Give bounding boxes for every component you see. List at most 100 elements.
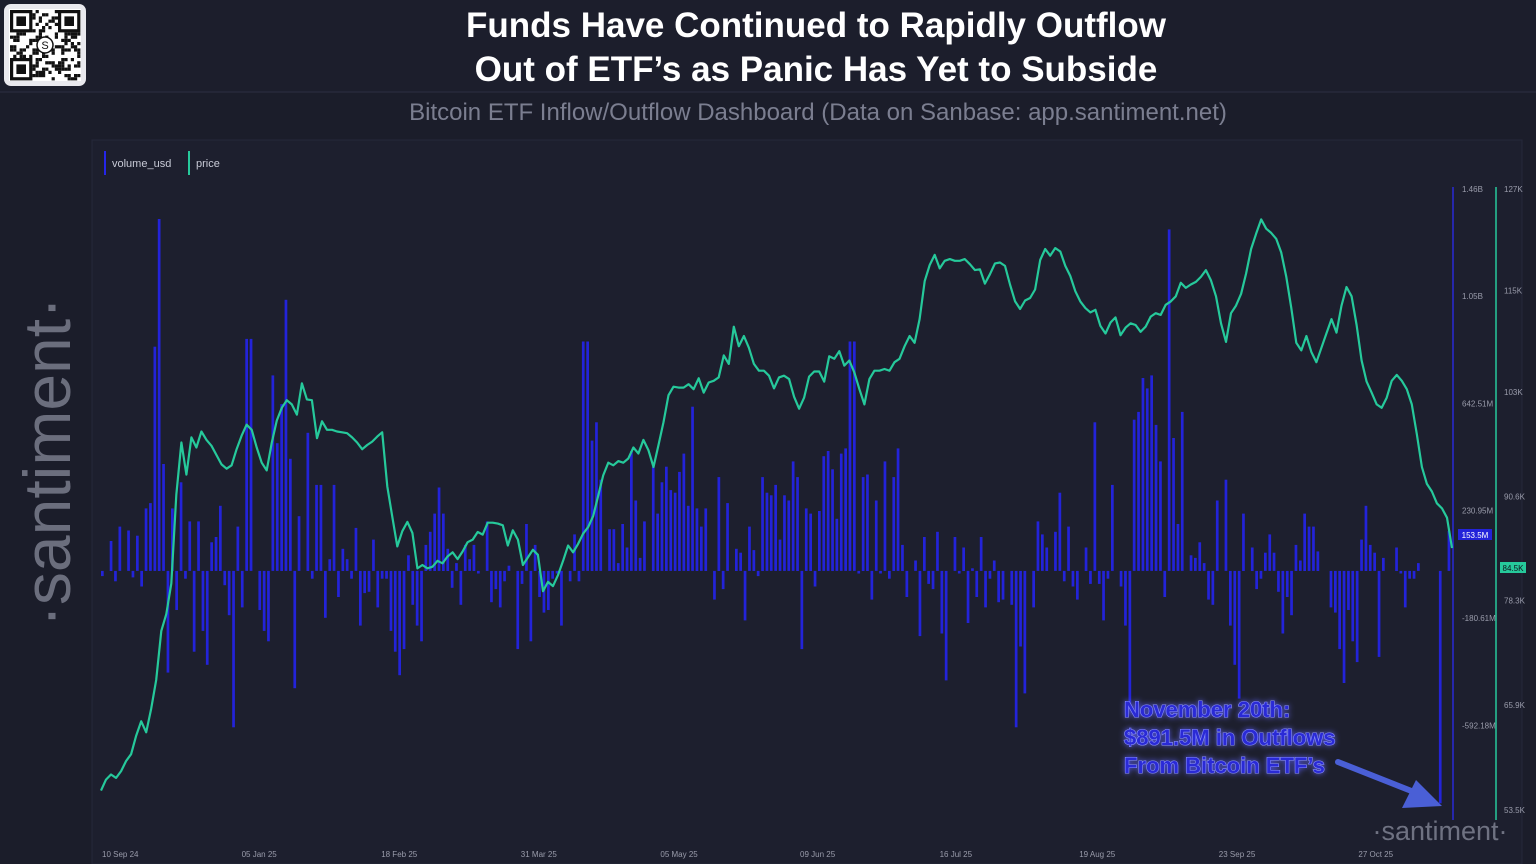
volume-bar — [608, 529, 611, 571]
volume-bar — [1041, 534, 1044, 571]
volume-bar — [573, 534, 576, 571]
volume-bar — [953, 537, 957, 571]
volume-bar — [223, 570, 227, 586]
volume-bar — [293, 570, 297, 689]
price-tick-label: 115K — [1504, 286, 1523, 295]
volume-bar — [275, 443, 279, 571]
volume-bar — [944, 570, 948, 681]
volume-bar — [1211, 570, 1215, 605]
volume-bar — [1382, 557, 1385, 571]
legend-volume-label[interactable]: volume_usd — [112, 158, 171, 170]
volume-bar — [101, 570, 104, 577]
x-axis-ticks: 10 Sep 24 05 Jan 25 18 Feb 25 31 Mar 25 05 M… — [102, 850, 1394, 859]
volume-bar — [1071, 570, 1075, 587]
volume-bar — [656, 513, 659, 571]
volume-bar — [717, 477, 721, 571]
volume-tick-label: 1.46B — [1462, 185, 1483, 194]
volume-bar — [350, 570, 353, 579]
volume-bar — [804, 508, 808, 571]
volume-current-value: 153.5M — [1462, 531, 1489, 540]
volume-bar — [857, 570, 861, 574]
volume-bar — [109, 541, 113, 571]
volume-bar — [1194, 557, 1197, 571]
volume-bar — [1089, 570, 1092, 584]
volume-bar — [1124, 570, 1127, 626]
volume-bar — [682, 453, 686, 571]
volume-bar — [450, 570, 454, 588]
annotation-arrow-icon — [1335, 759, 1442, 808]
volume-bar — [1281, 570, 1285, 634]
volume-bar — [1329, 570, 1333, 608]
volume-bar — [756, 570, 760, 577]
volume-bar — [621, 524, 624, 571]
volume-bar — [433, 513, 436, 571]
volume-bar — [809, 513, 812, 571]
volume-bar — [927, 570, 930, 584]
outflow-annotation: November 20th: $891.5M in Outflows From … — [1123, 696, 1336, 778]
volume-bar — [363, 570, 366, 594]
volume-bar — [1180, 411, 1184, 571]
volume-bar — [1364, 505, 1368, 571]
volume-bar — [966, 570, 970, 623]
volume-bar — [778, 539, 782, 571]
volume-bar — [783, 495, 786, 571]
volume-bar — [1010, 570, 1014, 605]
x-tick-label: 27 Oct 25 — [1358, 850, 1393, 859]
x-tick-label: 31 Mar 25 — [521, 850, 558, 859]
volume-bar — [839, 453, 843, 571]
volume-bar — [870, 570, 874, 600]
volume-bar — [284, 299, 288, 571]
volume-bar — [1403, 570, 1407, 608]
price-tick-label: 127K — [1504, 185, 1523, 194]
x-tick-label: 10 Sep 24 — [102, 850, 139, 859]
volume-bar — [765, 492, 769, 571]
volume-tick-label: 1.05B — [1462, 292, 1483, 301]
volume-bar — [280, 404, 283, 571]
volume-bar — [118, 526, 122, 571]
volume-bar — [1176, 524, 1180, 571]
volume-bar — [1285, 570, 1289, 597]
volume-bar — [1334, 570, 1337, 613]
svg-text:S: S — [41, 40, 48, 52]
volume-bar — [568, 570, 572, 582]
volume-bar — [1351, 570, 1355, 642]
volume-bar — [205, 570, 209, 665]
volume-bar — [796, 477, 799, 571]
volume-bar — [1058, 492, 1062, 571]
legend-price-label[interactable]: price — [196, 158, 220, 170]
volume-bar — [472, 544, 476, 571]
volume-bar — [420, 570, 423, 642]
volume-bar — [1102, 570, 1105, 621]
price-line — [99, 218, 1454, 792]
volume-bar — [1294, 544, 1298, 571]
volume-bar — [1093, 422, 1097, 571]
volume-bar — [477, 570, 480, 574]
volume-bar — [1111, 484, 1114, 571]
volume-bar — [380, 570, 384, 579]
volume-bar — [1290, 570, 1293, 616]
volume-bar — [258, 570, 262, 610]
volume-bar — [310, 570, 314, 579]
volume-bar — [136, 535, 139, 571]
volume-bar — [590, 440, 594, 571]
volume-bar — [634, 500, 638, 571]
price-axis-ticks: 127K 115K 103K 90.6K 78.3K 65.9K 53.5K — [1504, 185, 1526, 815]
watermark-logo: ·santiment· — [1372, 816, 1507, 846]
volume-bar — [385, 570, 388, 579]
volume-bar — [625, 547, 629, 571]
volume-bar — [1447, 530, 1451, 571]
volume-bar — [997, 570, 1000, 603]
volume-bar — [752, 550, 756, 571]
volume-bar — [1224, 479, 1228, 571]
volume-bar — [520, 570, 524, 584]
volume-bar — [586, 341, 589, 571]
page-subtitle: Bitcoin ETF Inflow/Outflow Dashboard (Da… — [409, 99, 1227, 126]
volume-bar — [114, 570, 117, 582]
volume-bar — [686, 505, 690, 571]
volume-bar — [1202, 563, 1206, 571]
volume-bar — [975, 570, 979, 597]
volume-bar — [1259, 570, 1263, 579]
volume-bar — [1036, 521, 1040, 571]
volume-bars — [101, 219, 1451, 804]
volume-bar — [988, 570, 992, 579]
